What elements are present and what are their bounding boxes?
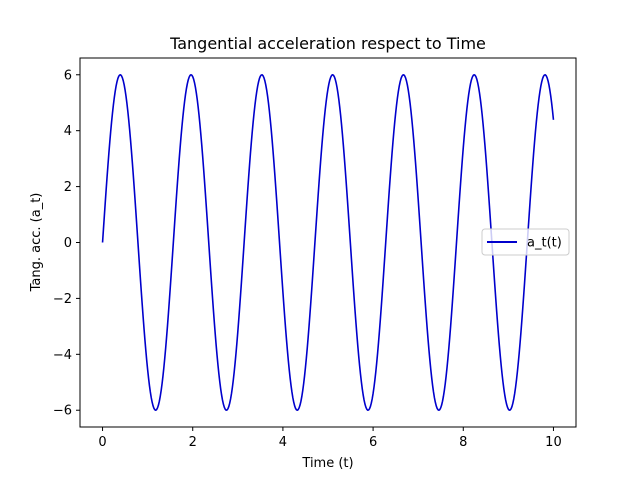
y-axis-ticks: −6 −4 −2 0 2 4 6 (53, 68, 80, 419)
x-axis-ticks: 0 2 4 6 8 10 (98, 427, 562, 450)
x-axis-label: Time (t) (301, 456, 353, 471)
series-line (101, 73, 555, 412)
y-tick-label: −4 (53, 348, 72, 363)
y-tick-label: 2 (64, 180, 72, 195)
y-tick-label: 0 (64, 236, 72, 251)
x-tick-label: 6 (369, 435, 377, 450)
legend-label: a_t(t) (527, 236, 562, 251)
chart-title: Tangential acceleration respect to Time (169, 34, 486, 53)
y-tick-label: −6 (53, 404, 72, 419)
legend: a_t(t) (481, 228, 570, 256)
y-tick-label: 4 (64, 124, 72, 139)
y-axis-label: Tang. acc. (a_t) (29, 193, 44, 293)
x-tick-label: 0 (98, 435, 106, 450)
y-tick-label: −2 (53, 292, 72, 307)
x-tick-label: 8 (459, 435, 467, 450)
legend-box (481, 228, 570, 256)
y-tick-label: 6 (64, 68, 72, 83)
x-tick-label: 4 (279, 435, 287, 450)
x-tick-label: 2 (189, 435, 197, 450)
series-layer (101, 73, 555, 412)
x-tick-label: 10 (545, 435, 562, 450)
